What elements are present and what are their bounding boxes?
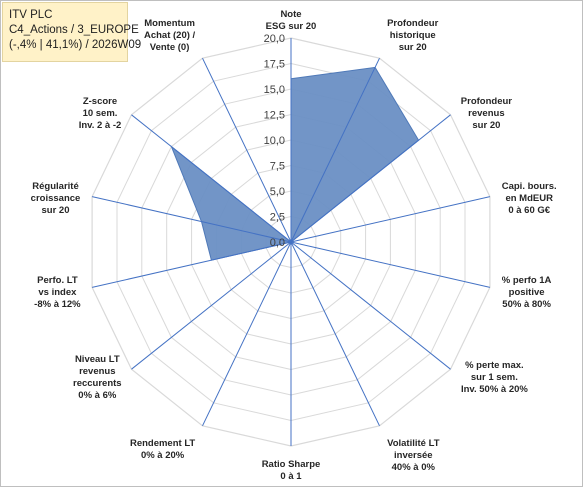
radar-axis-labels: Note ESG sur 20 Profondeur historique sur 20… [31,9,557,482]
tick-label: 17,5 [264,59,285,71]
axis-spoke [202,241,292,427]
axis-label: % perfo 1A positive 50% à 80% [502,275,552,310]
axis-spoke [290,57,380,243]
axis-spoke [131,241,292,370]
axis-label: Ratio Sharpe 0 à 1 [262,459,321,482]
axis-label: Note ESG sur 20 [266,9,317,32]
radar-tick-labels: 0,0 2,5 5,0 7,5 10,0 12,5 15,0 17,5 20,0 [264,33,285,249]
axis-label: Régularité croissance sur 20 [31,181,81,216]
tick-label: 10,0 [264,135,285,147]
axis-spoke [290,241,380,427]
axis-spoke [91,241,292,288]
axis-label: Rendement LT 0% à 20% [130,438,195,461]
tick-label: 12,5 [264,110,285,122]
axis-spoke [290,114,451,243]
axis-label: Profondeur revenus sur 20 [461,96,512,131]
tick-label: 2,5 [270,212,285,224]
axis-spoke [290,196,491,243]
axis-label: Perfo. LT vs index -8% à 12% [34,275,81,310]
axis-label: Niveau LT revenus reccurents 0% à 6% [73,354,122,401]
title-line-stats: (-,4% | 41,1%) / 2026W09 [9,39,142,51]
tick-label: 7,5 [270,161,285,173]
axis-spoke [202,57,292,243]
series-area [170,66,420,261]
axis-label: Z-score 10 sem. Inv. 2 à -2 [79,96,122,131]
axis-spoke [290,241,491,288]
axis-label: % perte max. sur 1 sem. Inv. 50% à 20% [461,360,528,395]
axis-label: Volatilité LT inversée 40% à 0% [387,438,440,473]
radar-axes [91,38,491,446]
tick-label: 20,0 [264,33,285,45]
chart-title-box: ITV PLC C4_Actions / 3_EUROPE (-,4% | 41… [2,2,142,62]
axis-spoke [290,241,451,370]
axis-spoke [131,114,292,243]
tick-label: 0,0 [270,237,285,249]
axis-label: Momentum Achat (20) / Vente (0) [144,18,196,53]
axis-label: Capi. bours. en MdEUR 0 à 60 G€ [502,181,557,216]
axis-spoke [91,196,292,243]
title-line-category: C4_Actions / 3_EUROPE [9,24,139,36]
title-line-company: ITV PLC [9,9,53,21]
axis-label: Profondeur historique sur 20 [387,18,438,53]
radar-series [170,66,420,261]
tick-label: 5,0 [270,186,285,198]
tick-label: 15,0 [264,84,285,96]
